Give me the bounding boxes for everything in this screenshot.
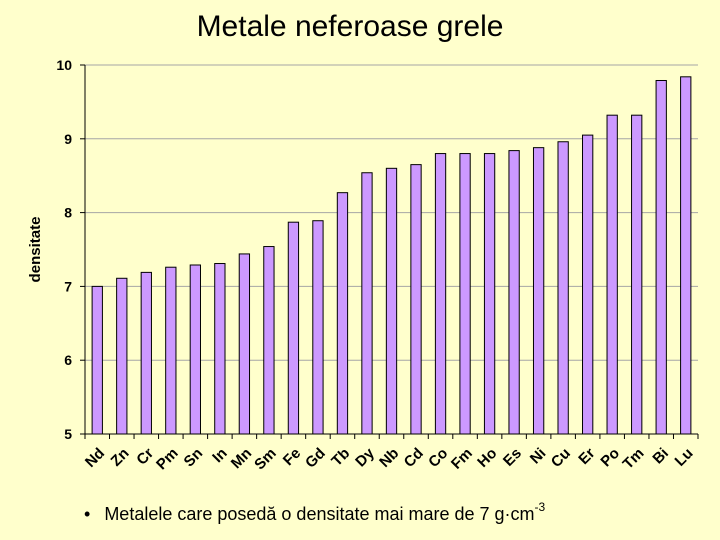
bar — [189, 264, 201, 435]
bullet-marker: • — [84, 504, 91, 524]
bar — [557, 141, 569, 435]
x-tick-label: In — [209, 445, 230, 466]
x-tick-label: Tb — [328, 445, 353, 470]
x-tick-label: Fe — [280, 445, 304, 469]
bar — [532, 147, 545, 435]
bullet-text: Metalele care posedă o densitate mai mar… — [104, 504, 535, 524]
bar — [631, 114, 643, 435]
x-tick-label: Bi — [649, 445, 672, 468]
x-tick-label: Nb — [376, 445, 402, 471]
bar — [263, 246, 275, 435]
x-tick-label: Cu — [548, 445, 574, 471]
x-tick-label: Lu — [672, 445, 697, 470]
bar — [508, 150, 520, 435]
bar — [336, 192, 349, 435]
bar — [116, 277, 128, 435]
bar — [459, 153, 471, 435]
x-tick-label: Tm — [620, 445, 648, 473]
x-tick-label: Es — [500, 445, 525, 470]
bar — [165, 266, 177, 435]
bar — [91, 285, 103, 435]
x-tick-label: Mn — [228, 445, 255, 472]
bar — [214, 263, 226, 435]
bar — [680, 76, 692, 435]
y-axis-label: densitate — [27, 217, 44, 283]
bar — [582, 134, 594, 435]
bar — [140, 271, 152, 435]
y-tick-label: 6 — [64, 352, 72, 368]
bar — [287, 221, 300, 435]
bars — [91, 76, 692, 435]
bar — [312, 220, 324, 435]
bullet-point: • Metalele care posedă o densitate mai ma… — [84, 500, 546, 525]
x-tick-label: Gd — [302, 445, 329, 472]
x-tick-label: Nd — [82, 445, 108, 471]
x-tick-label: Cr — [133, 445, 157, 469]
bar — [655, 79, 667, 435]
x-tick-label: Er — [575, 445, 598, 468]
bar — [238, 253, 251, 435]
bullet-superscript: -3 — [534, 500, 546, 514]
x-tick-label: Dy — [352, 444, 378, 470]
y-tick-label: 5 — [64, 426, 72, 442]
x-tick-label: Ni — [527, 445, 550, 468]
y-tick-label: 7 — [64, 278, 72, 294]
x-tick-label: Zn — [108, 445, 133, 470]
y-tick-label: 10 — [56, 57, 72, 73]
y-tick-labels: 5 6 7 8 9 10 — [56, 57, 72, 442]
x-tick-label: Po — [597, 445, 623, 471]
bar — [606, 114, 618, 435]
x-tick-label: Ho — [474, 445, 500, 471]
x-tick-label: Pm — [153, 445, 182, 474]
bar — [483, 153, 496, 435]
bar — [434, 153, 447, 435]
slide-title: Metale neferoase grele — [196, 10, 504, 43]
x-tick-label: Sn — [181, 445, 207, 471]
x-tick-label: Cd — [401, 445, 427, 471]
x-tick-label: Co — [425, 445, 451, 471]
bar — [361, 172, 373, 435]
x-tick-label: Sm — [251, 445, 280, 474]
y-tick-label: 8 — [64, 205, 72, 221]
bar — [410, 164, 422, 435]
bar — [385, 167, 398, 435]
y-tick-label: 9 — [64, 131, 72, 147]
x-tick-label: Fm — [448, 445, 476, 473]
